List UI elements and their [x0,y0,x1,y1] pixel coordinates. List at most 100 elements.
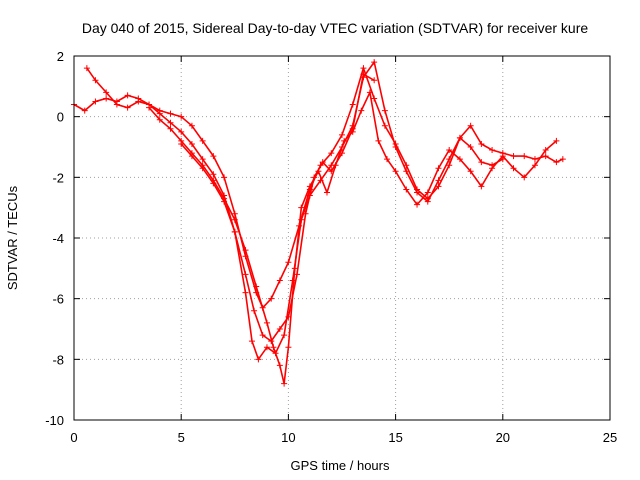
data-point [435,165,442,172]
data-point [467,168,474,175]
data-point [306,183,313,190]
data-point [103,89,110,96]
data-point [270,344,277,351]
y-tick-label: -4 [52,231,64,246]
data-point [298,204,305,211]
data-point [531,156,538,163]
data-point [92,98,99,105]
data-point [328,162,335,169]
data-point [83,65,90,72]
x-tick-label: 5 [178,430,185,445]
data-point [242,247,249,254]
data-point [323,189,330,196]
x-tick-label: 20 [496,430,510,445]
data-point [349,122,356,129]
data-point [178,113,185,120]
data-point [553,137,560,144]
data-point [384,156,391,163]
data-point [178,140,185,147]
data-point [210,153,217,160]
data-series [146,89,560,387]
data-point [259,332,266,339]
data-point [92,77,99,84]
series-line [86,67,375,343]
data-point [392,144,399,150]
data-point [242,289,249,296]
data-point [268,295,275,302]
data-point [210,180,217,187]
series-line [148,89,557,384]
data-point [489,147,496,154]
data-point [248,338,255,345]
data-point [456,134,463,141]
data-point [456,156,463,163]
data-point [339,144,345,150]
data-point [424,198,431,205]
data-point [424,189,431,196]
data-point [381,107,388,114]
data-point [253,283,260,290]
data-point [124,92,131,99]
data-point [360,74,367,81]
data-point [281,380,288,387]
data-point [188,122,195,129]
x-tick-label: 0 [70,430,77,445]
grid [74,56,610,420]
data-point [375,137,382,144]
data-point [263,319,270,326]
data-point [489,162,496,169]
data-point [289,277,296,284]
data-point [135,98,142,105]
data-point [156,116,163,123]
data-point [103,95,110,102]
y-tick-label: 0 [57,110,64,125]
data-point [510,153,517,160]
data-series [71,65,566,311]
data-point [521,174,528,181]
data-point [467,122,474,129]
data-point [167,125,174,132]
data-point [242,271,249,278]
data-point [281,332,288,339]
data-point [210,171,217,178]
data-point [272,350,279,357]
data-point [559,156,566,163]
data-point [531,162,538,169]
data-point [553,159,560,166]
data-point [403,186,410,193]
data-point [315,168,322,175]
data-point [231,228,238,235]
data-point [435,183,442,190]
data-point [366,89,373,96]
data-point [446,156,453,163]
data-point [371,59,378,66]
y-tick-label: 2 [57,49,64,64]
data-point [360,65,367,72]
data-point [467,144,474,150]
data-point [542,153,549,160]
data-point [478,140,485,147]
data-point [542,147,549,154]
data-point [156,110,163,117]
data-point [188,140,195,147]
data-point [199,165,206,172]
data-point [276,277,283,284]
data-point [339,131,345,138]
data-point [414,201,421,208]
data-point [306,192,313,199]
data-point [146,104,153,111]
data-point [358,107,365,114]
data-point [521,153,528,160]
data-series [178,59,506,363]
data-point [317,177,324,184]
data-point [392,168,399,175]
data-point [263,344,270,351]
data-point [167,119,174,126]
data-point [349,101,356,108]
data-point [285,259,292,266]
data-point [221,198,228,205]
chart-title: Day 040 of 2015, Sidereal Day-to-day VTE… [82,20,588,36]
axis-ticks: 0 5 10 15 20 25 -10 -8 -6 -4 -2 0 2 [45,49,617,445]
data-point [349,128,356,135]
